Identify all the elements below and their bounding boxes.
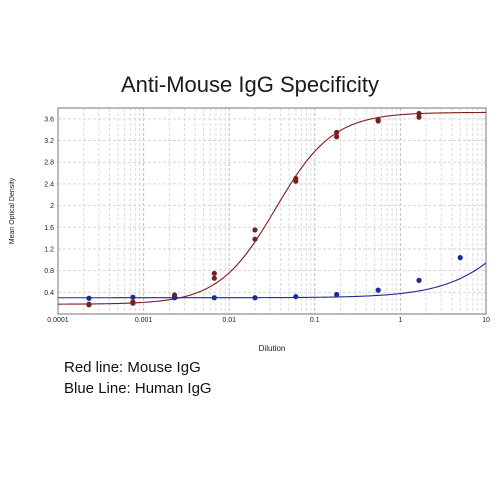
data-point-human-igg xyxy=(334,291,340,298)
plot-frame xyxy=(57,107,487,315)
y-tick-label: 3.2 xyxy=(44,138,54,145)
data-point-mouse-igg xyxy=(293,178,299,184)
x-tick-label: 0.1 xyxy=(310,317,320,324)
fit-curve-mouse-igg xyxy=(57,111,487,305)
y-tick-label: 0.8 xyxy=(44,268,54,275)
y-axis-label: Mean Optical Density xyxy=(9,177,16,244)
data-point-human-igg xyxy=(457,255,463,261)
data-point-mouse-igg xyxy=(130,300,136,306)
data-point-human-igg xyxy=(416,277,422,283)
data-point-mouse-igg xyxy=(375,118,381,124)
y-tick-label: 2 xyxy=(50,203,54,210)
data-point-mouse-igg xyxy=(416,110,422,117)
y-tick-labels: 0.4 0.8 1.2 1.6 2 2.4 2.8 3.2 3.6 xyxy=(44,116,54,296)
x-axis-label: Dilution xyxy=(259,344,286,353)
data-point-human-igg xyxy=(130,294,136,300)
legend-human-igg: Blue Line: Human IgG xyxy=(64,380,212,397)
x-tick-label: 0.0001 xyxy=(47,317,69,324)
chart-title: Anti-Mouse IgG Specificity xyxy=(121,72,379,97)
data-point-human-igg xyxy=(171,295,178,301)
data-point-human-igg xyxy=(252,295,258,301)
fit-curve-human-igg xyxy=(58,262,487,299)
data-point-mouse-igg xyxy=(211,270,217,276)
x-tick-label: 1 xyxy=(398,317,402,324)
data-point-human-igg xyxy=(375,287,381,293)
data-point-mouse-igg xyxy=(334,129,340,135)
data-point-mouse-igg xyxy=(252,236,258,242)
data-point-human-igg xyxy=(293,294,299,300)
legend-mouse-igg: Red line: Mouse IgG xyxy=(64,359,201,376)
y-tick-label: 2.4 xyxy=(44,181,54,188)
data-point-human-igg xyxy=(86,295,92,301)
data-point-mouse-igg xyxy=(211,275,217,281)
grid xyxy=(58,108,486,314)
y-tick-label: 2.8 xyxy=(44,160,54,167)
data-point-mouse-igg xyxy=(86,302,92,308)
data-point-mouse-igg xyxy=(334,134,340,140)
x-tick-label: 0.001 xyxy=(135,317,153,324)
data-points xyxy=(86,110,463,308)
fit-curves xyxy=(57,111,487,305)
data-point-mouse-igg xyxy=(252,227,258,233)
y-tick-label: 0.4 xyxy=(44,290,54,297)
data-point-mouse-igg xyxy=(416,114,422,120)
data-point-human-igg xyxy=(211,295,217,301)
y-tick-label: 1.6 xyxy=(44,225,54,232)
y-tick-label: 1.2 xyxy=(44,246,54,253)
y-tick-label: 3.6 xyxy=(44,116,54,123)
x-tick-label: 10 xyxy=(482,317,490,324)
x-tick-label: 0.01 xyxy=(222,317,236,324)
x-tick-labels: 0.0001 0.001 0.01 0.1 1 10 xyxy=(47,317,490,324)
